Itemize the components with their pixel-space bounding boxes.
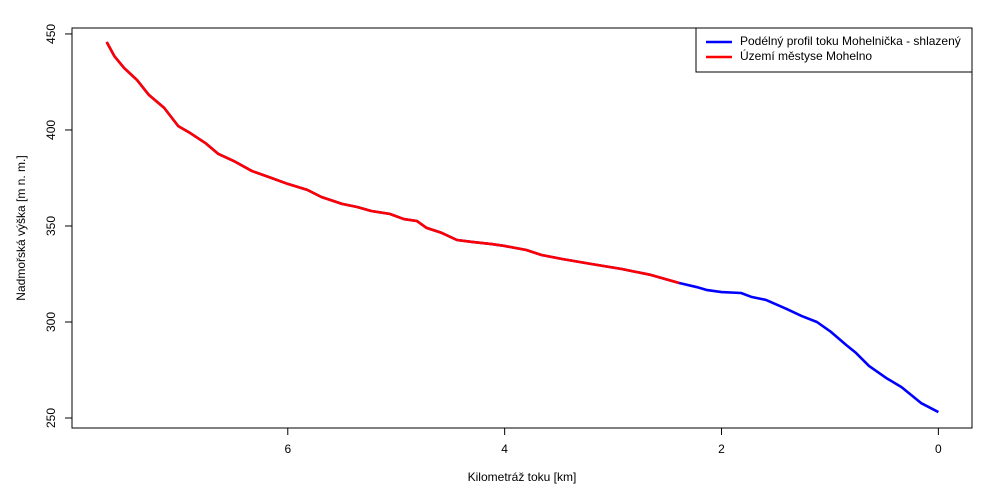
legend-label: Území městyse Mohelno — [740, 48, 872, 63]
x-tick-label: 6 — [284, 442, 291, 456]
y-tick-label: 450 — [44, 24, 58, 44]
legend-label: Podélný profil toku Mohelnička - shlazen… — [740, 34, 961, 48]
y-tick-label: 400 — [44, 120, 58, 140]
x-tick-label: 2 — [718, 442, 725, 456]
series-line — [105, 41, 680, 285]
legend-box — [695, 27, 973, 73]
y-tick-label: 250 — [44, 408, 58, 428]
x-tick-label: 0 — [935, 442, 942, 456]
x-axis-title: Kilometráž toku [km] — [468, 470, 577, 484]
plot-box — [71, 27, 973, 429]
y-tick-label: 350 — [44, 216, 58, 236]
x-tick-label: 4 — [501, 442, 508, 456]
y-tick-label: 300 — [44, 312, 58, 332]
series-line — [105, 41, 939, 414]
y-axis-title: Nadmořská výška [m n. m.] — [14, 155, 28, 300]
